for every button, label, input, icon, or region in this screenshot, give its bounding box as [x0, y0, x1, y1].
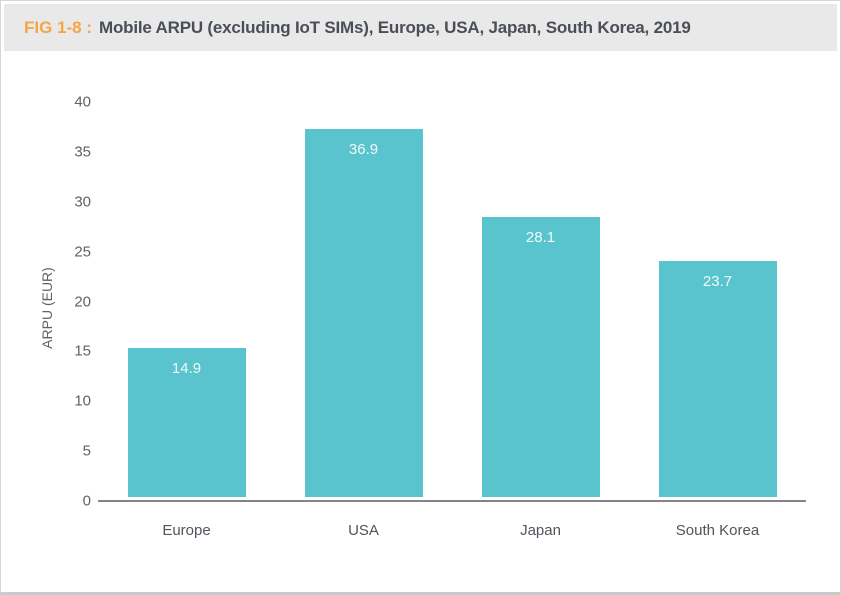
x-axis-label-japan: Japan [520, 522, 561, 539]
x-axis-label-europe: Europe [162, 522, 211, 539]
y-tick-label-20: 20 [74, 293, 91, 310]
y-tick-label-15: 15 [74, 342, 91, 360]
y-tick-label-40: 40 [74, 93, 91, 111]
y-tick-label-35: 35 [74, 143, 91, 161]
bar-value-label: 36.9 [348, 140, 379, 158]
x-axis-label-usa: USA [348, 522, 379, 539]
bar-europe: 14.9 [127, 348, 246, 497]
bar-value-label: 23.7 [702, 272, 733, 290]
bar-value-label: 14.9 [171, 360, 202, 378]
bar-south-korea: 23.7 [658, 260, 777, 497]
bar-usa: 36.9 [304, 128, 423, 497]
x-axis-line [98, 500, 806, 502]
figure-number-label: FIG 1-8 : [24, 17, 93, 37]
y-tick-label-5: 5 [82, 442, 91, 460]
y-tick-label-30: 30 [74, 193, 91, 211]
x-axis-label-south-korea: South Korea [675, 522, 760, 539]
bar-value-label: 28.1 [525, 228, 556, 246]
figure-header: FIG 1-8 : Mobile ARPU (excluding IoT SIM… [4, 4, 837, 51]
y-tick-label-10: 10 [74, 392, 91, 410]
y-tick-label-25: 25 [74, 243, 91, 261]
figure-title: Mobile ARPU (excluding IoT SIMs), Europe… [99, 17, 691, 37]
y-tick-label-0: 0 [82, 492, 91, 510]
bar-japan: 28.1 [481, 216, 600, 497]
